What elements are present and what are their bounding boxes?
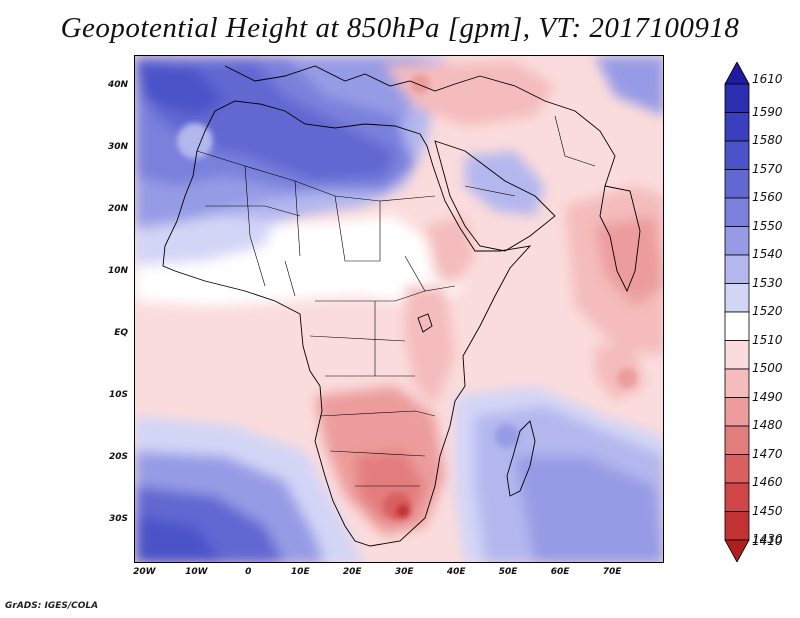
colorbar-swatch bbox=[724, 368, 750, 398]
colorbar-top-arrow bbox=[724, 62, 750, 85]
map-panel bbox=[134, 55, 664, 563]
lake-victoria bbox=[417, 313, 433, 333]
colorbar-level-label: 1550 bbox=[752, 218, 783, 233]
colorbar bbox=[724, 62, 750, 562]
colorbar-swatch bbox=[724, 340, 750, 370]
colorbar-level-label: 1530 bbox=[752, 275, 783, 290]
contour-detail-layer bbox=[177, 74, 637, 520]
india-coastline bbox=[599, 185, 641, 293]
colorbar-level-label: 1570 bbox=[752, 161, 783, 176]
colorbar-swatch bbox=[724, 254, 750, 284]
lon-tick-label: 0 bbox=[245, 567, 252, 577]
colorbar-level-label: 1460 bbox=[752, 475, 783, 489]
colorbar-level-label: 1580 bbox=[752, 133, 783, 147]
lat-tick-label: 10N bbox=[107, 265, 128, 276]
lon-tick-label: 50E bbox=[498, 567, 518, 577]
colorbar-swatch bbox=[724, 311, 750, 341]
lon-tick-label: 10E bbox=[290, 567, 310, 577]
lat-tick-label: 30N bbox=[107, 141, 128, 152]
colorbar-level-label: 1450 bbox=[752, 503, 783, 518]
colorbar-level-label: 1470 bbox=[752, 446, 783, 461]
colorbar-swatch bbox=[724, 226, 750, 256]
colorbar-swatch bbox=[724, 83, 750, 113]
lon-tick-label: 30E bbox=[394, 567, 414, 577]
lat-tick-label: EQ bbox=[114, 327, 128, 338]
colorbar-swatch bbox=[724, 112, 750, 142]
colorbar-level-label: 1510 bbox=[752, 332, 783, 347]
colorbar-swatch bbox=[724, 283, 750, 313]
lon-tick-label: 40E bbox=[446, 567, 466, 577]
country-borders bbox=[196, 115, 596, 487]
map-title: Geopotential Height at 850hPa [gpm], VT:… bbox=[60, 12, 740, 44]
colorbar-swatch bbox=[724, 169, 750, 199]
colorbar-level-label: 1490 bbox=[752, 389, 783, 404]
lon-tick-label: 60E bbox=[550, 567, 570, 577]
lon-tick-label: 10W bbox=[185, 567, 208, 577]
lat-tick-label: 40N bbox=[107, 79, 128, 90]
colorbar-level-label: 1410 bbox=[752, 534, 783, 548]
colorbar-level-label: 1560 bbox=[752, 190, 783, 204]
colorbar-swatch bbox=[724, 140, 750, 170]
lon-tick-label: 70E bbox=[602, 567, 622, 577]
lat-tick-label: 20S bbox=[108, 451, 128, 462]
colorbar-level-label: 1500 bbox=[752, 361, 783, 375]
asia-coastline bbox=[479, 75, 616, 187]
lat-tick-label: 10S bbox=[108, 389, 128, 400]
arabia-coastline bbox=[434, 140, 556, 252]
coastlines bbox=[162, 65, 641, 547]
colorbar-swatch bbox=[724, 397, 750, 427]
lon-tick-label: 20E bbox=[342, 567, 362, 577]
colorbar-swatch bbox=[724, 511, 750, 541]
colorbar-swatch bbox=[724, 482, 750, 512]
lat-tick-label: 20N bbox=[107, 203, 128, 214]
colorbar-level-label: 1520 bbox=[752, 304, 783, 318]
contour-fill-layer bbox=[135, 56, 663, 562]
colorbar-bottom-arrow bbox=[724, 539, 750, 562]
colorbar-level-label: 1610 bbox=[752, 72, 783, 86]
footer-credit: GrADS: IGES/COLA bbox=[5, 601, 99, 611]
colorbar-level-label: 1590 bbox=[752, 104, 783, 119]
colorbar-level-label: 1540 bbox=[752, 247, 783, 261]
africa-coastline bbox=[162, 100, 532, 547]
height-field-map bbox=[135, 56, 663, 562]
colorbar-swatch bbox=[724, 454, 750, 484]
colorbar-swatch bbox=[724, 425, 750, 455]
madagascar-coastline bbox=[506, 420, 536, 497]
mediterranean-north-coast bbox=[224, 65, 481, 92]
colorbar-level-label: 1430 bbox=[752, 532, 783, 546]
lat-tick-label: 30S bbox=[108, 513, 128, 524]
colorbar-swatch bbox=[724, 197, 750, 227]
colorbar-level-label: 1480 bbox=[752, 418, 783, 432]
lon-tick-label: 20W bbox=[133, 567, 156, 577]
